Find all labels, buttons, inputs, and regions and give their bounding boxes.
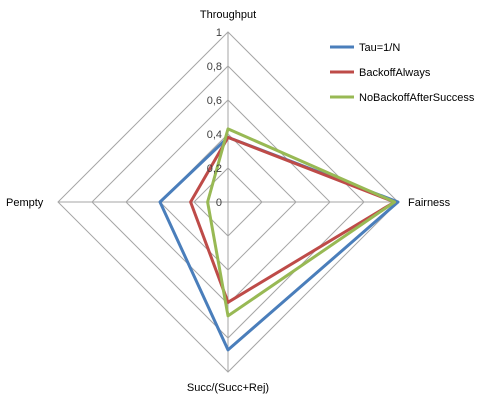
- series-1-line: [189, 135, 397, 304]
- axis-title-2: Succ/(Succ+Rej): [187, 382, 269, 394]
- series-0-line: [158, 135, 400, 352]
- axis-title-0: Throughput: [200, 9, 256, 21]
- tick-label-4: 0,8: [207, 61, 222, 73]
- tick-label-5: 1: [216, 27, 222, 39]
- legend-label-0: Tau=1/N: [359, 42, 400, 54]
- tick-label-0: 0: [216, 197, 222, 209]
- axis-title-3: Pempty: [6, 197, 44, 209]
- tick-label-1: 0,2: [207, 163, 222, 175]
- radar-axis-titles: Throughput Fairness Succ/(Succ+Rej) Pempty: [6, 9, 451, 394]
- legend: Tau=1/N BackoffAlways NoBackoffAfterSucces…: [330, 42, 475, 104]
- legend-label-1: BackoffAlways: [359, 67, 431, 79]
- tick-label-3: 0,6: [207, 95, 222, 107]
- radar-axes: [58, 32, 398, 372]
- radar-series: [158, 127, 400, 352]
- series-2-line: [206, 127, 397, 318]
- axis-title-1: Fairness: [408, 197, 451, 209]
- legend-label-2: NoBackoffAfterSuccess: [359, 92, 475, 104]
- radar-tick-labels: 0 0,2 0,4 0,6 0,8 1: [207, 27, 222, 209]
- tick-label-2: 0,4: [207, 129, 222, 141]
